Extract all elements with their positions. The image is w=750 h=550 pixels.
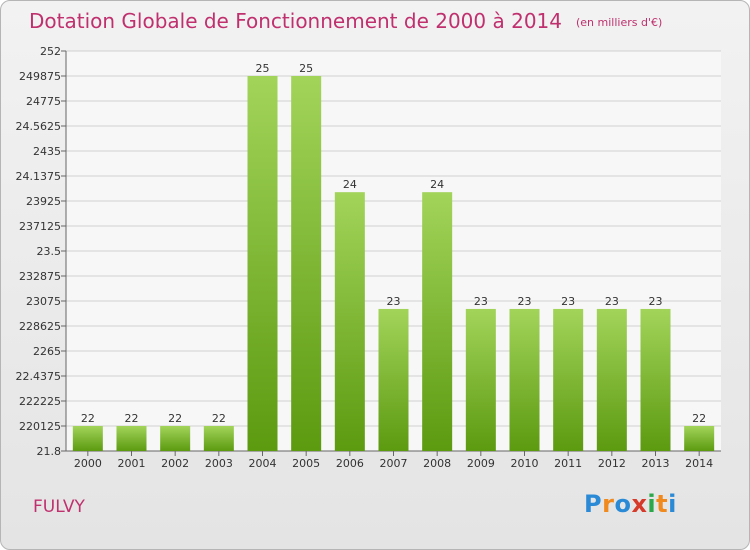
y-tick-label: 24.1375	[16, 170, 62, 183]
bar	[116, 426, 147, 451]
unit-note: (en milliers d'€)	[576, 16, 663, 29]
data-label: 23	[518, 295, 532, 308]
logo-letter: i	[647, 490, 657, 518]
proxiti-logo: Proxiti	[584, 490, 677, 518]
y-tick-label: 232875	[19, 270, 61, 283]
x-tick-label: 2013	[642, 457, 670, 470]
x-tick-label: 2005	[292, 457, 320, 470]
x-tick-label: 2010	[511, 457, 539, 470]
data-label: 22	[168, 412, 182, 425]
data-label: 22	[692, 412, 706, 425]
data-label: 24	[430, 178, 444, 191]
bar	[553, 308, 584, 451]
bar	[422, 192, 453, 452]
bar	[465, 308, 496, 451]
data-label: 23	[474, 295, 488, 308]
bar	[160, 426, 191, 451]
y-tick-label: 249875	[19, 70, 61, 83]
commune-name: FULVY	[33, 497, 85, 517]
y-tick-label: 23.5	[37, 245, 62, 258]
logo-letter: x	[631, 490, 648, 518]
x-tick-label: 2004	[249, 457, 277, 470]
y-tick-label: 2435	[33, 145, 61, 158]
y-tick-label: 22.4375	[16, 370, 62, 383]
x-tick-label: 2006	[336, 457, 364, 470]
data-label: 22	[212, 412, 226, 425]
x-tick-label: 2002	[161, 457, 189, 470]
x-tick-label: 2001	[118, 457, 146, 470]
logo-letter: P	[584, 490, 603, 518]
x-tick-label: 2009	[467, 457, 495, 470]
bar	[640, 308, 671, 451]
y-tick-label: 21.8	[37, 445, 62, 458]
y-tick-label: 228625	[19, 320, 61, 333]
x-tick-label: 2008	[423, 457, 451, 470]
logo-letter: i	[668, 490, 677, 518]
bar	[509, 308, 540, 451]
bar	[291, 76, 322, 451]
data-label: 25	[299, 62, 313, 75]
x-tick-label: 2007	[380, 457, 408, 470]
logo-letter: r	[602, 490, 615, 518]
bar	[378, 308, 409, 451]
bar	[247, 76, 278, 451]
x-tick-label: 2014	[685, 457, 713, 470]
chart-title-text: Dotation Globale de Fonctionnement de 20…	[29, 9, 562, 33]
logo-letter: o	[614, 490, 632, 518]
data-label: 22	[125, 412, 139, 425]
y-tick-label: 24775	[26, 95, 61, 108]
x-tick-label: 2003	[205, 457, 233, 470]
data-label: 25	[256, 62, 270, 75]
x-tick-label: 2012	[598, 457, 626, 470]
data-label: 23	[649, 295, 663, 308]
y-tick-label: 23925	[26, 195, 61, 208]
y-tick-label: 222225	[19, 395, 61, 408]
bar	[596, 308, 627, 451]
y-tick-label: 24.5625	[16, 120, 62, 133]
bar	[334, 192, 365, 452]
y-tick-label: 252	[40, 45, 61, 58]
logo-letter: t	[656, 490, 669, 518]
bar	[684, 426, 715, 451]
y-tick-label: 2265	[33, 345, 61, 358]
y-tick-label: 23075	[26, 295, 61, 308]
y-tick-label: 237125	[19, 220, 61, 233]
data-label: 24	[343, 178, 357, 191]
data-label: 23	[561, 295, 575, 308]
data-label: 22	[81, 412, 95, 425]
data-label: 23	[605, 295, 619, 308]
x-tick-label: 2000	[74, 457, 102, 470]
y-tick-label: 220125	[19, 420, 61, 433]
bar	[72, 426, 103, 451]
x-tick-label: 2011	[554, 457, 582, 470]
bar	[203, 426, 234, 451]
chart-title: Dotation Globale de Fonctionnement de 20…	[29, 9, 662, 33]
data-label: 23	[387, 295, 401, 308]
